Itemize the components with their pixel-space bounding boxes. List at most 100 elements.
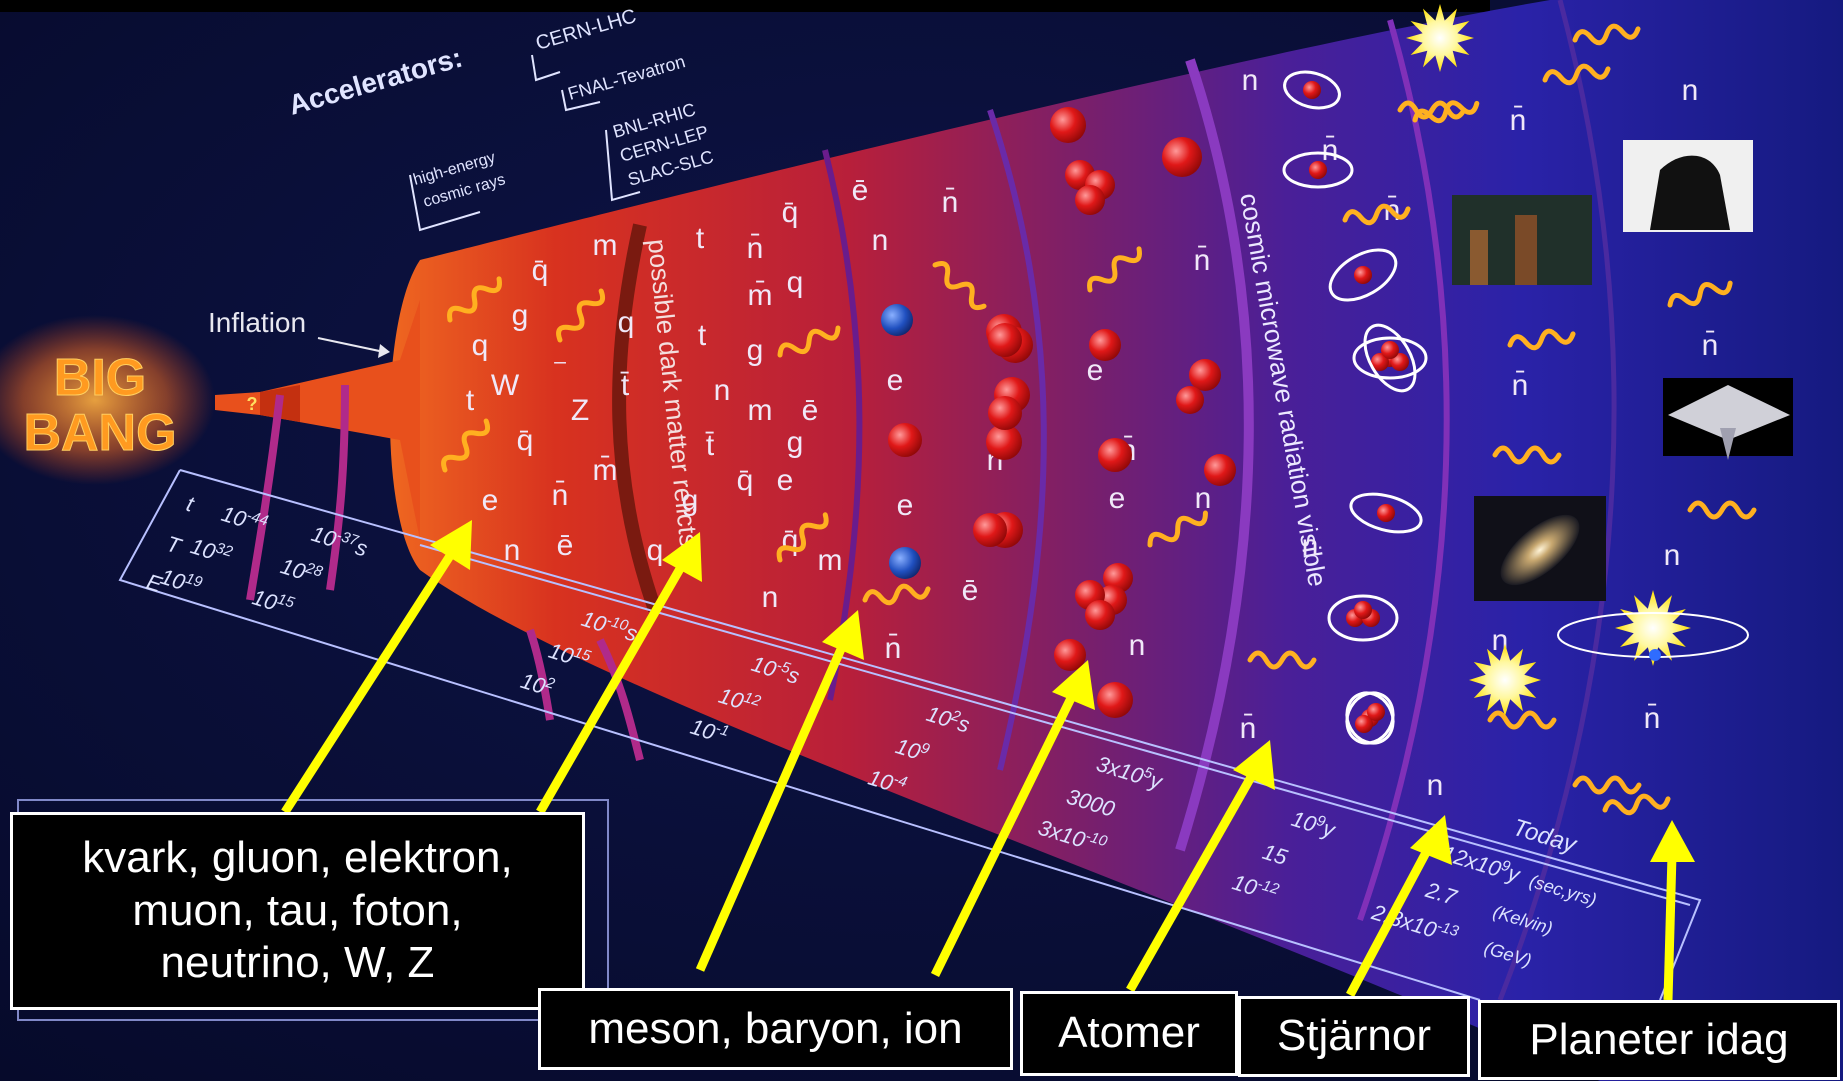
- nucleon-ball: [1303, 81, 1321, 99]
- nucleon-ball: [986, 424, 1022, 460]
- orbit-ring: [1327, 594, 1399, 642]
- nucleon-ball: [1098, 438, 1132, 472]
- particle-symbol: n̄: [885, 632, 902, 665]
- photon-wave: [556, 288, 606, 343]
- nucleon-ball: [1354, 266, 1372, 284]
- particle-symbol: n: [1242, 64, 1259, 97]
- photon-wave: [1487, 710, 1557, 730]
- nucleon-ball: [1354, 601, 1372, 619]
- orbit-ring: [1282, 151, 1354, 189]
- particle-symbol: n̄: [1322, 134, 1339, 167]
- pillar-left: [1470, 230, 1488, 285]
- pictures-column: [1452, 140, 1793, 601]
- nucleon-ball: [1377, 504, 1395, 522]
- photon-wave: [1342, 203, 1411, 226]
- nucleon-ball: [973, 513, 1007, 547]
- particle-symbol: q̄: [517, 424, 534, 457]
- nucleon-ball: [1367, 703, 1385, 721]
- nucleon-ball: [988, 396, 1022, 430]
- orbit-ring: [1363, 323, 1417, 393]
- bracket-fnal: [561, 89, 601, 112]
- orbit-ring: [1283, 70, 1341, 110]
- inflation-label: Inflation: [208, 307, 306, 338]
- particle-symbol: n: [762, 581, 779, 614]
- particle-symbol: m̄: [593, 454, 618, 487]
- photon-wave: [932, 261, 987, 311]
- photon-wave: [441, 418, 491, 473]
- photon-wave: [1147, 510, 1208, 548]
- particle-symbol: n: [1664, 539, 1681, 572]
- particle-symbol: e: [1109, 482, 1126, 515]
- particle-symbol: n̄: [1194, 244, 1211, 277]
- stars-layer: [1406, 4, 1749, 716]
- particles-layer: q̄gqW⁻t Zq̄en ēn̄m̄qt̄m t n̄m̄ qq̄t gnm ēt̄ gq̄ e…: [466, 64, 1719, 802]
- particle-symbol: q̄: [737, 464, 754, 497]
- spacetime-grid: [1668, 385, 1790, 440]
- orbit-ring: [1349, 492, 1423, 534]
- particle-symbol: e: [482, 484, 499, 517]
- photon-wave: [1687, 500, 1757, 520]
- particle-symbol: t: [698, 319, 707, 352]
- particle-symbol: n: [504, 534, 521, 567]
- photon-wave: [1507, 328, 1576, 351]
- caption-planets: Planeter idag: [1478, 1000, 1840, 1080]
- particle-symbol: q: [787, 266, 804, 299]
- photon-wave: [1667, 280, 1733, 308]
- nucleon-ball: [888, 423, 922, 457]
- particle-symbol: q̄: [782, 196, 799, 229]
- orbit-ring: [1345, 691, 1395, 745]
- arrow-hadrons-2: [930, 660, 1095, 977]
- thinker-figure: [1650, 155, 1730, 230]
- photon-wave: [1572, 23, 1641, 46]
- particle-symbol: g: [747, 334, 764, 367]
- star-burst: [1615, 590, 1691, 666]
- bracket-lhc: [531, 54, 561, 82]
- caption-hadrons: meson, baryon, ion: [538, 988, 1013, 1070]
- particle-symbol: n̄: [1510, 104, 1527, 137]
- pointer-arrows: [281, 520, 1695, 1001]
- particle-symbol: g: [787, 426, 804, 459]
- star-burst: [1469, 644, 1541, 716]
- inflation-lines: [246, 384, 644, 761]
- particle-symbol: n̄: [1512, 369, 1529, 402]
- T4-value: 1012: [716, 682, 764, 719]
- question-mark: ?: [247, 394, 258, 414]
- photon-wave: [1572, 775, 1642, 795]
- photon-wave: [1412, 100, 1480, 124]
- nucleon-ball: [1371, 353, 1389, 371]
- particle-symbol: n̄: [552, 479, 569, 512]
- nucleon-ball: [1089, 329, 1121, 361]
- nucleon-ball: [1381, 341, 1399, 359]
- particle-symbol: e: [777, 464, 794, 497]
- star-burst: [1406, 4, 1474, 72]
- bracket-cosmic: [409, 174, 481, 232]
- orbit-ring: [1328, 248, 1398, 302]
- particle-symbol: t̄: [705, 429, 715, 462]
- photon-wave: [776, 512, 829, 563]
- band-boundaries: [612, 0, 1617, 1001]
- big-bang-line2: BANG: [23, 404, 176, 462]
- caption-atoms: Atomer: [1020, 991, 1238, 1076]
- photon-wave: [1247, 650, 1317, 670]
- nucleon-ball: [889, 547, 921, 579]
- particle-symbol: n̄: [1240, 712, 1257, 745]
- nucleon-ball: [881, 304, 913, 336]
- photon-wave: [1542, 63, 1611, 86]
- photon-wave: [1492, 445, 1562, 465]
- big-bang-glow: [0, 315, 215, 485]
- photon-wave: [1397, 100, 1467, 120]
- photon-wave: [1087, 246, 1142, 293]
- particle-symbol: q: [472, 329, 489, 362]
- top-black-bar: [0, 0, 1490, 12]
- particle-symbol: n: [714, 374, 731, 407]
- particle-symbol: ē: [557, 529, 574, 562]
- bracket-group: [605, 129, 641, 202]
- galaxy-shape: [1500, 514, 1580, 586]
- nucleon-ball: [1054, 639, 1086, 671]
- nucleon-ball: [1391, 353, 1409, 371]
- nucleon-ball: [1355, 715, 1373, 733]
- particle-symbol: q: [618, 306, 635, 339]
- earth-dot: [1649, 649, 1661, 661]
- particle-symbol: t: [466, 384, 475, 417]
